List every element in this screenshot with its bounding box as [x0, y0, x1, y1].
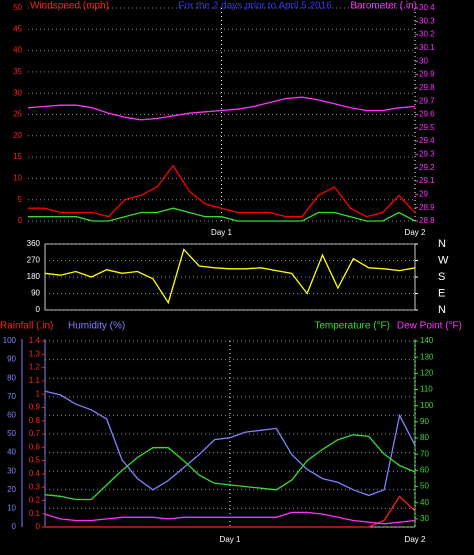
y-tick-label: 90 [7, 355, 16, 364]
y-tick-label: 70 [7, 392, 16, 401]
y2-tick-label: 29.1 [419, 176, 435, 185]
y2-tick-label: 30 [420, 514, 429, 523]
y2-tick-label: 60 [420, 466, 429, 475]
y-tick-label: 90 [31, 289, 40, 298]
y3-tick-label: 0.2 [29, 496, 41, 505]
y-tick-label: 0 [12, 522, 17, 531]
y3-tick-label: 1.4 [29, 336, 41, 345]
y3-tick-label: 0.4 [29, 469, 41, 478]
y2-tick-label: 28.9 [419, 203, 435, 212]
x-tick-label: Day 2 [405, 535, 426, 544]
y-tick-label: 0 [18, 216, 23, 225]
y-tick-label: 30 [7, 466, 16, 475]
series-line [27, 96, 416, 121]
y-tick-label: 50 [13, 3, 22, 12]
y-tick-label: 35 [13, 67, 22, 76]
y2-axis-title: Barometer (.in) [350, 1, 417, 12]
y2-tick-label: 40 [420, 498, 429, 507]
series-line [44, 434, 416, 501]
y-tick-label: 40 [7, 448, 16, 457]
y-tick-label: 10 [7, 504, 16, 513]
y3-tick-label: 0.9 [29, 403, 41, 412]
y-tick-label: 80 [7, 373, 16, 382]
y3-tick-label: 1 [36, 389, 41, 398]
y2-tick-label: 50 [420, 482, 429, 491]
y-tick-label: 45 [13, 24, 22, 33]
x-tick-label: Day 1 [211, 228, 232, 237]
y3-tick-label: 0.7 [29, 429, 41, 438]
chart-title: For the 2 days prior to April 5 2016 [178, 1, 332, 12]
x-tick-label: Day 2 [405, 228, 426, 237]
y-tick-label: 60 [7, 411, 16, 420]
y-tick-label: 0 [36, 305, 41, 314]
x-tick-label: Day 1 [220, 535, 241, 544]
series-line [28, 207, 416, 222]
y3-tick-label: 0.1 [29, 509, 41, 518]
y-tick-label: 25 [13, 110, 22, 119]
y2-tick-label: 29.2 [419, 163, 435, 172]
y2-tick-label: 130 [420, 352, 434, 361]
y2-tick-label: N [438, 238, 446, 250]
y-tick-label: 100 [3, 336, 17, 345]
y2-tick-label: 140 [420, 336, 434, 345]
series-line [45, 495, 416, 528]
series-line [44, 390, 416, 497]
legend-entry: Temperature (°F) [314, 321, 390, 332]
y2-tick-label: 29.5 [419, 123, 435, 132]
y2-tick-label: 30.2 [419, 30, 435, 39]
y3-tick-label: 0.3 [29, 482, 41, 491]
series-line [44, 248, 416, 305]
y2-tick-label: 28.8 [419, 216, 435, 225]
y2-tick-label: 29.7 [419, 96, 435, 105]
y2-tick-label: 30.1 [419, 43, 435, 52]
series-line [28, 164, 416, 218]
y-tick-label: 20 [13, 131, 22, 140]
y2-tick-label: 29.6 [419, 110, 435, 119]
y2-tick-label: 29.8 [419, 83, 435, 92]
y3-tick-label: 1.2 [29, 363, 41, 372]
y3-tick-label: 1.1 [29, 376, 41, 385]
y-axis-title: Windspeed (mph) [30, 1, 109, 12]
y2-tick-label: E [438, 287, 445, 299]
y2-tick-label: N [438, 304, 446, 316]
y2-tick-label: W [438, 254, 449, 266]
series-line [44, 511, 416, 525]
y2-tick-label: 30 [419, 56, 428, 65]
y3-tick-label: 0.5 [29, 456, 41, 465]
y-tick-label: 180 [27, 272, 41, 281]
legend-entry: Humidity (%) [68, 321, 125, 332]
y2-tick-label: S [438, 271, 445, 283]
y-tick-label: 40 [13, 46, 22, 55]
y2-tick-label: 29.9 [419, 70, 435, 79]
y2-tick-label: 100 [420, 401, 434, 410]
y2-tick-label: 30.4 [419, 3, 435, 12]
y2-tick-label: 30.3 [419, 16, 435, 25]
y-tick-label: 270 [27, 256, 41, 265]
legend-entry: Dew Point (°F) [397, 321, 462, 332]
y2-tick-label: 29.4 [419, 136, 435, 145]
y2-tick-label: 80 [420, 433, 429, 442]
y2-tick-label: 90 [420, 417, 429, 426]
y-tick-label: 5 [18, 195, 23, 204]
y-tick-label: 20 [7, 485, 16, 494]
y-tick-label: 30 [13, 88, 22, 97]
y3-tick-label: 0 [36, 522, 41, 531]
y2-tick-label: 110 [420, 385, 433, 394]
y2-tick-label: 70 [420, 449, 429, 458]
legend-entry: Rainfall (.in) [0, 321, 53, 332]
y2-tick-label: 29.3 [419, 150, 435, 159]
y2-tick-label: 120 [420, 368, 434, 377]
y-tick-label: 10 [13, 174, 22, 183]
y-tick-label: 50 [7, 429, 16, 438]
y-tick-label: 360 [27, 239, 41, 248]
y2-tick-label: 29 [419, 189, 428, 198]
y3-tick-label: 0.6 [29, 442, 41, 451]
y3-tick-label: 0.8 [29, 416, 41, 425]
y-tick-label: 15 [13, 152, 22, 161]
y3-tick-label: 1.3 [29, 349, 41, 358]
